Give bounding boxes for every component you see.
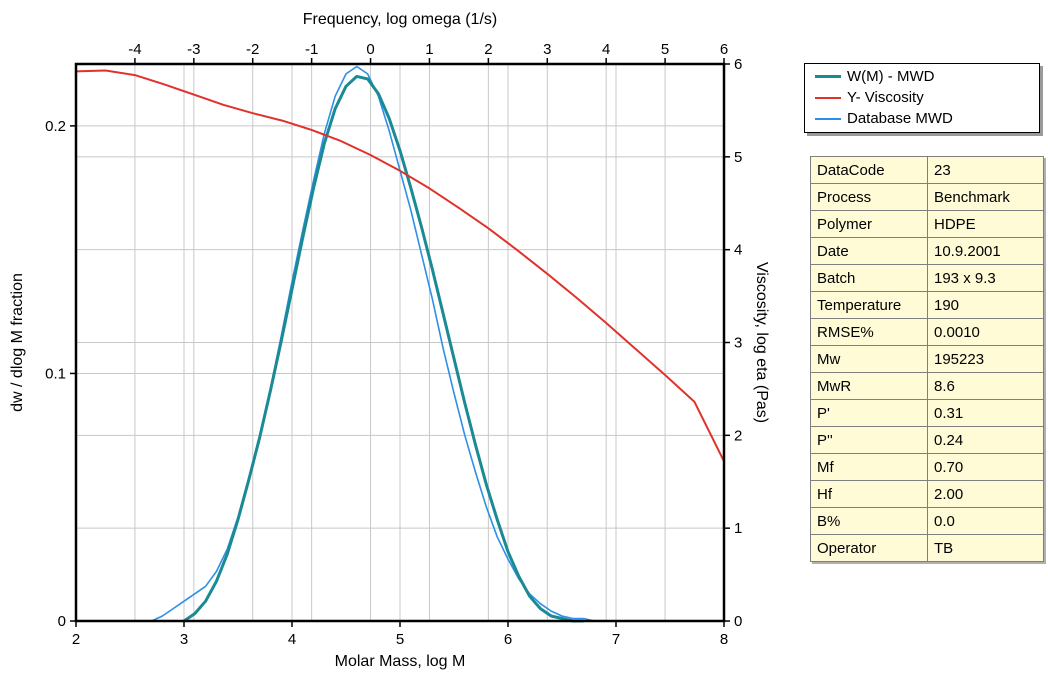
table-key: Hf xyxy=(810,480,928,508)
series-line-database-mwd xyxy=(151,65,616,622)
table-key: DataCode xyxy=(810,156,928,184)
legend-item-viscosity: Y- Viscosity xyxy=(815,87,1039,108)
y-right-tick-label: 1 xyxy=(734,520,742,537)
table-key: RMSE% xyxy=(810,318,928,346)
table-row: B% 0.0 xyxy=(810,507,1044,535)
table-row: MwR 8.6 xyxy=(810,372,1044,400)
top-tick-label: 6 xyxy=(720,41,728,58)
legend-swatch xyxy=(815,117,841,120)
y-right-tick-label: 2 xyxy=(734,427,742,444)
legend-swatch xyxy=(815,96,841,99)
table-key: Batch xyxy=(810,264,928,292)
table-row: Operator TB xyxy=(810,534,1044,562)
table-key: Operator xyxy=(810,534,928,562)
x-tick-label: 4 xyxy=(288,631,296,648)
top-tick-label: 0 xyxy=(366,41,374,58)
table-row: Temperature 190 xyxy=(810,291,1044,319)
x-axis-title: Molar Mass, log M xyxy=(335,653,466,670)
table-row: Process Benchmark xyxy=(810,183,1044,211)
table-value: 0.0010 xyxy=(927,318,1044,346)
top-tick-label: -1 xyxy=(305,41,318,58)
y-left-tick-label: 0.2 xyxy=(45,118,66,135)
table-value: 190 xyxy=(927,291,1044,319)
table-value: 0.0 xyxy=(927,507,1044,535)
table-row: Mw 195223 xyxy=(810,345,1044,373)
table-row: Batch 193 x 9.3 xyxy=(810,264,1044,292)
y-left-axis-title: dw / dlog M fraction xyxy=(9,273,26,412)
x-tick-label: 8 xyxy=(720,631,728,648)
top-tick-label: 1 xyxy=(425,41,433,58)
x-tick-label: 5 xyxy=(396,631,404,648)
table-row: DataCode 23 xyxy=(810,156,1044,184)
series-line-w-mwd xyxy=(183,74,584,623)
table-value: 23 xyxy=(927,156,1044,184)
sample-info-table: DataCode 23 Process Benchmark Polymer HDPE … xyxy=(810,156,1044,562)
table-value: 0.70 xyxy=(927,453,1044,481)
table-value: 10.9.2001 xyxy=(927,237,1044,265)
y-right-tick-label: 4 xyxy=(734,242,742,259)
legend-item-w-mwd: W(M) - MWD xyxy=(815,66,1039,87)
x-tick-label: 3 xyxy=(180,631,188,648)
top-tick-label: 3 xyxy=(543,41,551,58)
legend-item-database-mwd: Database MWD xyxy=(815,108,1039,129)
top-tick-label: 4 xyxy=(602,41,610,58)
table-key: Mf xyxy=(810,453,928,481)
table-value: TB xyxy=(927,534,1044,562)
table-key: B% xyxy=(810,507,928,535)
table-value: HDPE xyxy=(927,210,1044,238)
table-value: 195223 xyxy=(927,345,1044,373)
y-right-tick-label: 5 xyxy=(734,149,742,166)
table-row: P' 0.31 xyxy=(810,399,1044,427)
table-key: Process xyxy=(810,183,928,211)
legend-label: W(M) - MWD xyxy=(847,68,935,85)
legend-box: W(M) - MWD Y- Viscosity Database MWD xyxy=(804,63,1040,133)
top-axis-title: Frequency, log omega (1/s) xyxy=(303,11,497,28)
series-line-viscosity xyxy=(75,69,725,462)
table-row: Mf 0.70 xyxy=(810,453,1044,481)
table-value: 0.24 xyxy=(927,426,1044,454)
table-key: MwR xyxy=(810,372,928,400)
table-key: Mw xyxy=(810,345,928,373)
table-row: Hf 2.00 xyxy=(810,480,1044,508)
table-key: P' xyxy=(810,399,928,427)
table-value: 2.00 xyxy=(927,480,1044,508)
y-left-tick-label: 0.1 xyxy=(45,365,66,382)
top-tick-label: -2 xyxy=(246,41,259,58)
y-right-tick-label: 3 xyxy=(734,335,742,352)
y-left-tick-label: 0 xyxy=(58,613,66,630)
legend-label: Database MWD xyxy=(847,110,953,127)
table-value: 0.31 xyxy=(927,399,1044,427)
table-key: Date xyxy=(810,237,928,265)
top-tick-label: -3 xyxy=(187,41,200,58)
top-tick-label: 5 xyxy=(661,41,669,58)
chart-area: 2 3 4 5 6 7 8 -4 -3 -2 -1 0 1 2 3 4 5 6 0 0.1 0.2 0 1 2 3 4 5 6 Freq… xyxy=(9,11,770,670)
x-tick-label: 2 xyxy=(72,631,80,648)
table-value: 193 x 9.3 xyxy=(927,264,1044,292)
y-right-axis-title: Viscosity, log eta (Pas) xyxy=(753,262,770,423)
y-right-tick-label: 6 xyxy=(734,56,742,73)
table-row: Polymer HDPE xyxy=(810,210,1044,238)
table-row: P'' 0.24 xyxy=(810,426,1044,454)
table-key: Temperature xyxy=(810,291,928,319)
y-right-tick-label: 0 xyxy=(734,613,742,630)
table-value: Benchmark xyxy=(927,183,1044,211)
table-key: P'' xyxy=(810,426,928,454)
x-tick-label: 6 xyxy=(504,631,512,648)
top-tick-label: 2 xyxy=(484,41,492,58)
top-tick-label: -4 xyxy=(128,41,141,58)
table-value: 8.6 xyxy=(927,372,1044,400)
legend-label: Y- Viscosity xyxy=(847,89,924,106)
table-row: Date 10.9.2001 xyxy=(810,237,1044,265)
table-key: Polymer xyxy=(810,210,928,238)
legend-swatch xyxy=(815,75,841,78)
x-tick-label: 7 xyxy=(612,631,620,648)
table-row: RMSE% 0.0010 xyxy=(810,318,1044,346)
